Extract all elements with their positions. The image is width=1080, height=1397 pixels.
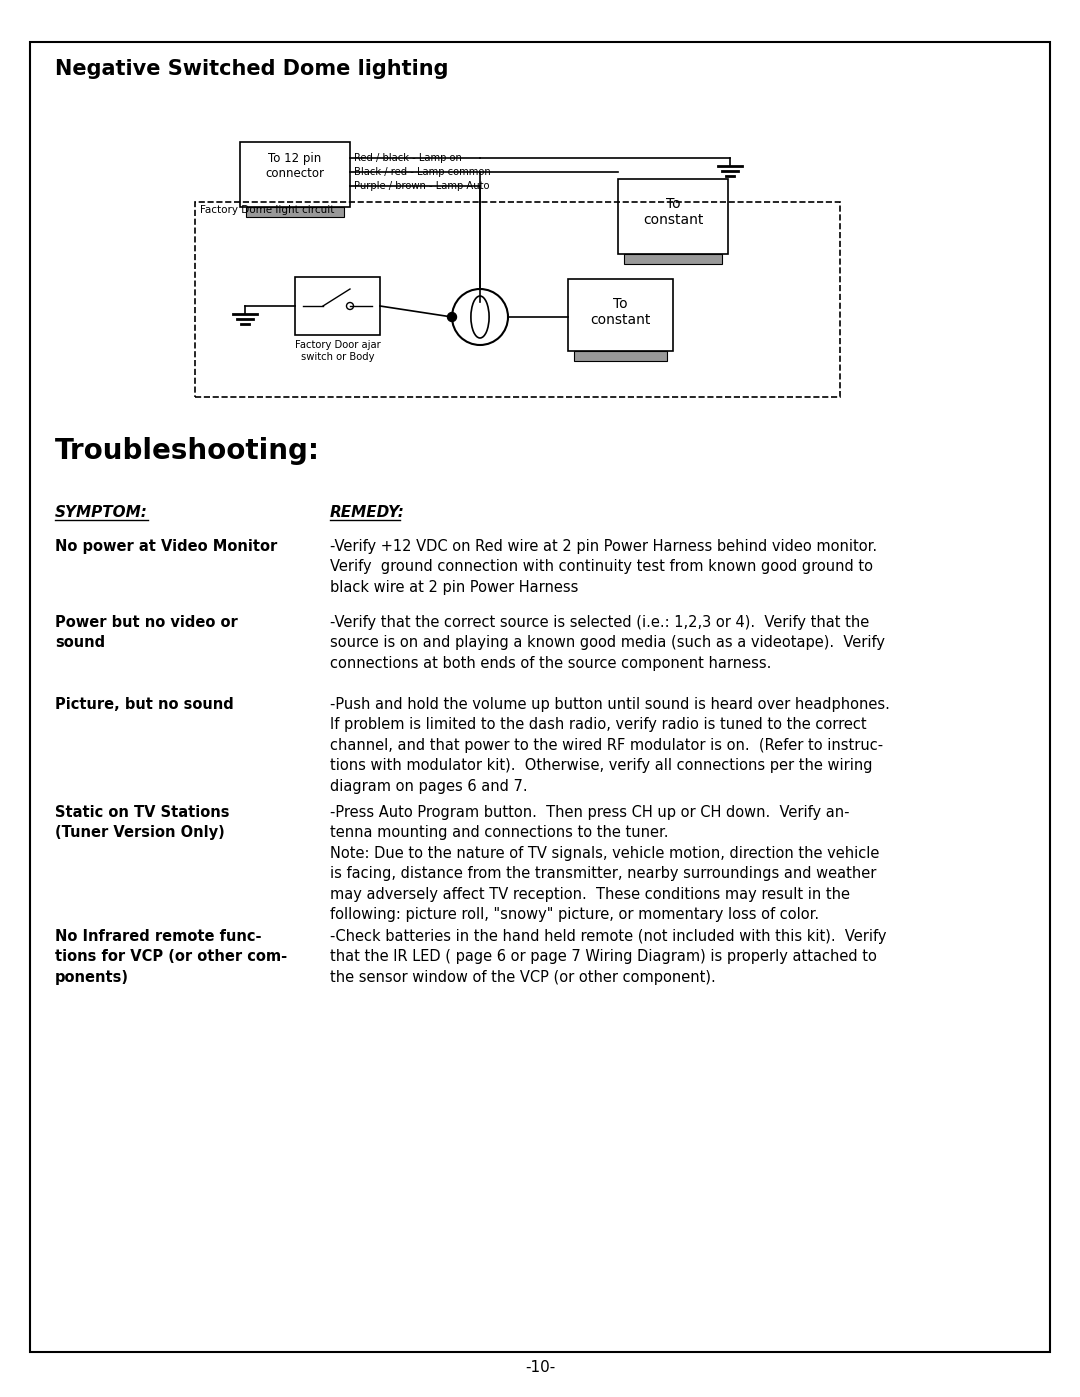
- Bar: [295, 277, 380, 335]
- Circle shape: [447, 313, 457, 321]
- Bar: [568, 279, 673, 351]
- Bar: [246, 207, 345, 217]
- Bar: [240, 142, 350, 207]
- Text: REMEDY:: REMEDY:: [330, 504, 405, 520]
- Text: No power at Video Monitor: No power at Video Monitor: [55, 539, 278, 555]
- Bar: [624, 254, 723, 264]
- Text: No Infrared remote func-
tions for VCP (or other com-
ponents): No Infrared remote func- tions for VCP (…: [55, 929, 287, 985]
- Text: -10-: -10-: [525, 1361, 555, 1375]
- Text: Red / black - Lamp on: Red / black - Lamp on: [354, 154, 462, 163]
- Text: SYMPTOM:: SYMPTOM:: [55, 504, 148, 520]
- Text: Troubleshooting:: Troubleshooting:: [55, 437, 320, 465]
- Text: Factory Door ajar
switch or Body: Factory Door ajar switch or Body: [295, 339, 380, 362]
- Text: Negative Switched Dome lighting: Negative Switched Dome lighting: [55, 59, 448, 80]
- Text: Factory Dome light circuit: Factory Dome light circuit: [200, 205, 335, 215]
- Text: To
constant: To constant: [643, 197, 703, 228]
- Text: -Press Auto Program button.  Then press CH up or CH down.  Verify an-
tenna moun: -Press Auto Program button. Then press C…: [330, 805, 879, 922]
- Text: -Check batteries in the hand held remote (not included with this kit).  Verify
t: -Check batteries in the hand held remote…: [330, 929, 887, 985]
- Text: Picture, but no sound: Picture, but no sound: [55, 697, 233, 712]
- Text: Power but no video or
sound: Power but no video or sound: [55, 615, 238, 651]
- Text: Black / red - Lamp common: Black / red - Lamp common: [354, 168, 490, 177]
- Text: Static on TV Stations
(Tuner Version Only): Static on TV Stations (Tuner Version Onl…: [55, 805, 229, 841]
- Bar: [195, 203, 840, 397]
- Text: -Verify that the correct source is selected (i.e.: 1,2,3 or 4).  Verify that the: -Verify that the correct source is selec…: [330, 615, 885, 671]
- Text: -Push and hold the volume up button until sound is heard over headphones.
If pro: -Push and hold the volume up button unti…: [330, 697, 890, 793]
- Text: -Verify +12 VDC on Red wire at 2 pin Power Harness behind video monitor.
Verify : -Verify +12 VDC on Red wire at 2 pin Pow…: [330, 539, 877, 595]
- Bar: [573, 351, 667, 360]
- Text: Purple / brown - Lamp Auto: Purple / brown - Lamp Auto: [354, 182, 489, 191]
- Text: To 12 pin
connector: To 12 pin connector: [266, 152, 324, 180]
- Text: To
constant: To constant: [591, 298, 650, 327]
- Bar: [618, 179, 728, 254]
